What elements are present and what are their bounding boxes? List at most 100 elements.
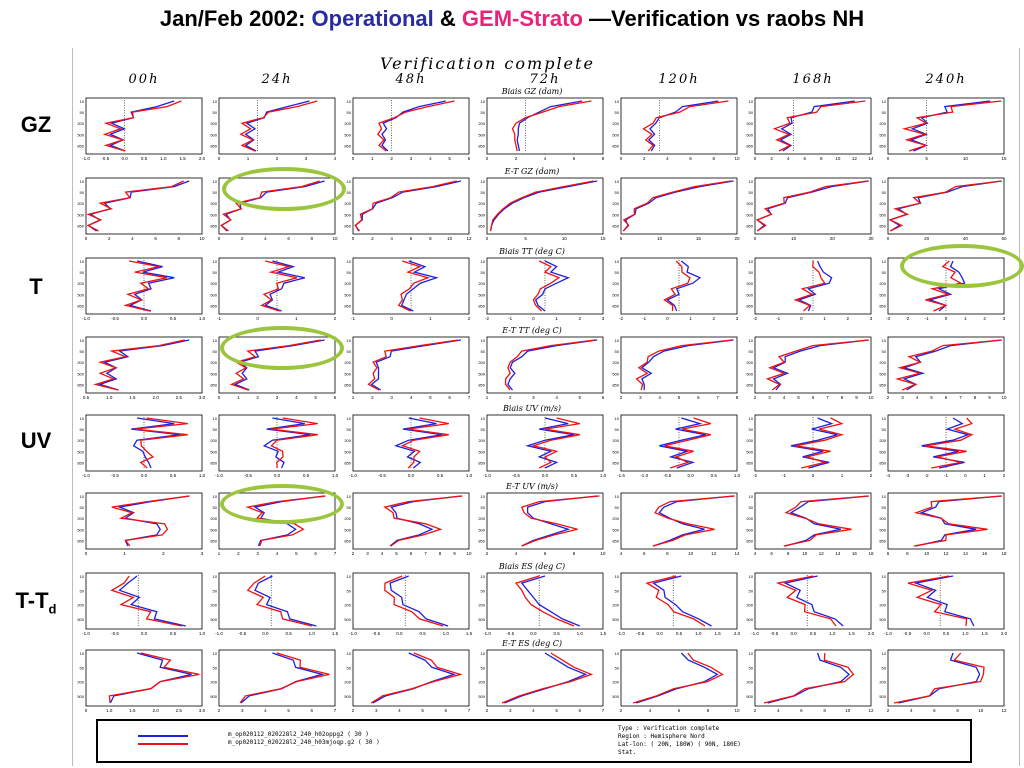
plot-panel (85, 177, 203, 235)
y-tick-label: 200 (746, 438, 753, 443)
y-tick-label: 500 (478, 449, 485, 454)
var-label-t: T (6, 274, 66, 300)
x-tick-label: -1.5 (617, 473, 625, 478)
plot-panel (218, 97, 336, 155)
row-title: E-T TT (deg C) (502, 326, 562, 335)
x-tick-label: 6 (812, 395, 815, 400)
x-tick-label: 30 (868, 236, 874, 241)
x-tick-label: 5 (579, 395, 582, 400)
y-tick-label: 850 (344, 223, 351, 228)
x-tick-label: 10 (1001, 395, 1007, 400)
x-tick-label: -0.5 (903, 631, 911, 636)
x-tick-label: 10 (802, 551, 808, 556)
x-tick-label: 6 (697, 395, 700, 400)
series-line-operational (507, 339, 598, 391)
x-tick-label: 4 (658, 395, 661, 400)
x-tick-label: 12 (852, 156, 858, 161)
x-tick-label: 0.5 (553, 631, 560, 636)
x-tick-label: 7 (826, 395, 829, 400)
x-tick-label: 20 (734, 236, 740, 241)
x-tick-label: 14 (734, 551, 740, 556)
y-tick-label: 500 (612, 292, 619, 297)
var-label-uv-text: UV (20, 428, 52, 453)
y-tick-label: 50 (213, 110, 218, 115)
y-tick-label: 500 (77, 371, 84, 376)
x-tick-label: 3 (1003, 316, 1006, 321)
series-line-gem (354, 180, 457, 232)
y-tick-label: 200 (210, 121, 217, 126)
x-tick-label: 6 (800, 708, 803, 713)
y-tick-label: 50 (347, 665, 352, 670)
x-tick-label: -1.0 (640, 473, 648, 478)
y-tick-label: 200 (344, 201, 351, 206)
y-tick-label: 500 (344, 371, 351, 376)
y-tick-label: 200 (210, 516, 217, 521)
x-tick-label: -2 (753, 316, 757, 321)
x-tick-label: 14 (835, 551, 841, 556)
series-line-operational (797, 260, 833, 312)
x-tick-label: 8 (666, 551, 669, 556)
plot-panel (85, 572, 203, 630)
column-header-48h: 48h (395, 72, 427, 87)
x-tick-label: 10 (924, 551, 930, 556)
y-tick-label: 200 (478, 516, 485, 521)
y-tick-label: 200 (478, 201, 485, 206)
plot-panel (352, 336, 470, 394)
series-line-gem (376, 100, 455, 152)
y-tick-label: 500 (746, 132, 753, 137)
y-tick-label: 50 (882, 665, 887, 670)
x-tick-label: 10 (199, 236, 205, 241)
y-tick-label: 850 (210, 382, 217, 387)
y-tick-label: 50 (882, 270, 887, 275)
y-tick-label: 200 (612, 201, 619, 206)
x-tick-label: 0.0 (408, 473, 415, 478)
y-tick-label: 500 (746, 449, 753, 454)
x-tick-label: 3 (390, 395, 393, 400)
y-tick-label: 50 (615, 588, 620, 593)
x-tick-label: 0.0 (687, 473, 694, 478)
y-tick-label: 200 (746, 680, 753, 685)
y-tick-label: 200 (612, 121, 619, 126)
y-tick-label: 10 (615, 651, 620, 656)
x-tick-label: -0.5 (378, 473, 386, 478)
x-tick-label: 4 (666, 156, 669, 161)
x-tick-label: -1.0 (82, 631, 90, 636)
y-tick-label: 10 (213, 651, 218, 656)
y-tick-label: 10 (80, 574, 85, 579)
x-tick-label: 0.5 (943, 631, 950, 636)
x-tick-label: 1.5 (466, 631, 473, 636)
x-tick-label: 1 (247, 156, 250, 161)
x-tick-label: 60 (1001, 236, 1007, 241)
x-tick-label: 6 (334, 395, 337, 400)
x-tick-label: 2 (1003, 473, 1006, 478)
x-tick-label: 0.5 (170, 473, 177, 478)
x-tick-label: 2 (887, 708, 890, 713)
x-tick-label: 1.0 (829, 631, 836, 636)
title-gem: GEM-Strato (461, 6, 583, 31)
figure-subtitle: Verification complete (380, 54, 595, 73)
y-tick-label: 10 (213, 574, 218, 579)
plot-panel (486, 336, 604, 394)
x-tick-label: 20 (830, 236, 836, 241)
x-tick-label: 1.0 (309, 631, 316, 636)
x-tick-label: 1 (964, 316, 967, 321)
x-tick-label: 4 (264, 236, 267, 241)
var-label-t-text: T (29, 274, 43, 299)
series-line-gem (765, 339, 869, 391)
x-tick-label: 0.0 (122, 156, 129, 161)
x-tick-label: 0 (256, 316, 259, 321)
series-line-gem (93, 339, 185, 391)
x-tick-label: 5 (395, 551, 398, 556)
series-line-gem (511, 100, 592, 152)
y-tick-label: 500 (478, 292, 485, 297)
y-tick-label: 10 (347, 259, 352, 264)
plot-panel (754, 177, 872, 235)
x-tick-label: -1.0 (215, 473, 223, 478)
x-tick-label: 1.0 (332, 473, 339, 478)
y-tick-label: 200 (77, 281, 84, 286)
series-line-gem (134, 417, 188, 469)
plot-panel (887, 649, 1005, 707)
series-line-gem (384, 575, 444, 627)
x-tick-label: 0 (218, 395, 221, 400)
x-tick-label: 3 (201, 551, 204, 556)
